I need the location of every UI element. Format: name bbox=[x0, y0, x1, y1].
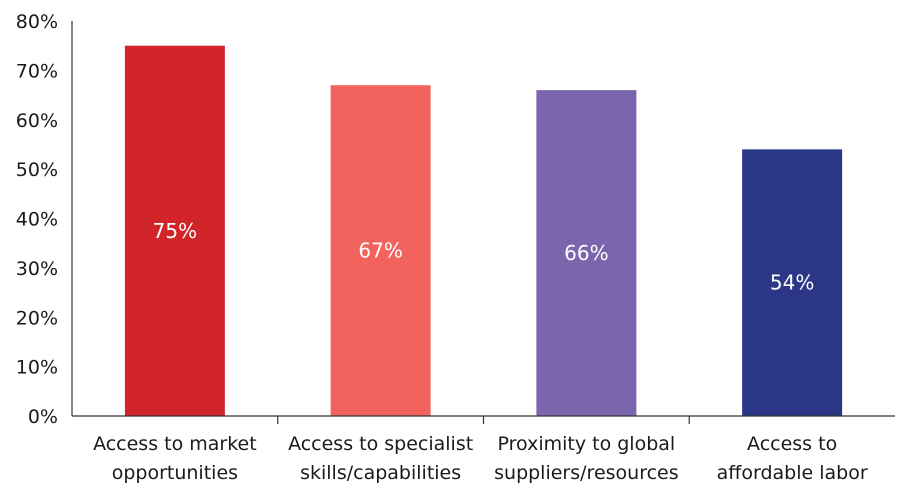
y-tick-label: 0% bbox=[28, 406, 58, 428]
bar bbox=[536, 90, 637, 416]
bar bbox=[742, 149, 843, 416]
bars bbox=[124, 45, 843, 416]
bar-data-label: 66% bbox=[564, 241, 608, 265]
bar-data-labels: 75% 67% 66% 54% bbox=[153, 219, 815, 295]
y-tick-label: 20% bbox=[16, 307, 58, 329]
x-category-label: Proximity to global bbox=[498, 433, 676, 455]
bar-data-label: 75% bbox=[153, 219, 197, 243]
bar bbox=[330, 85, 431, 416]
x-category-label: Access to market bbox=[93, 433, 257, 455]
x-axis-ticks bbox=[277, 416, 690, 424]
x-category-label: affordable labor bbox=[717, 462, 868, 484]
y-axis-ticks: 0% 10% 20% 30% 40% 50% 60% 70% 80% bbox=[16, 11, 58, 428]
x-axis-category-labels: Access to market opportunities Access to s… bbox=[93, 433, 868, 484]
y-tick-label: 40% bbox=[16, 209, 58, 231]
y-tick-label: 50% bbox=[16, 159, 58, 181]
x-category-label: skills/capabilities bbox=[300, 462, 461, 484]
y-tick-label: 30% bbox=[16, 258, 58, 280]
bar-data-label: 67% bbox=[358, 239, 402, 263]
x-category-label: opportunities bbox=[112, 462, 238, 484]
x-category-label: Access to bbox=[747, 433, 837, 455]
y-tick-label: 70% bbox=[16, 60, 58, 82]
bar bbox=[124, 45, 225, 416]
y-tick-label: 10% bbox=[16, 357, 58, 379]
y-tick-label: 80% bbox=[16, 11, 58, 33]
x-category-label: suppliers/resources bbox=[494, 462, 679, 484]
y-tick-label: 60% bbox=[16, 110, 58, 132]
x-category-label: Access to specialist bbox=[288, 433, 473, 455]
bar-data-label: 54% bbox=[770, 271, 814, 295]
